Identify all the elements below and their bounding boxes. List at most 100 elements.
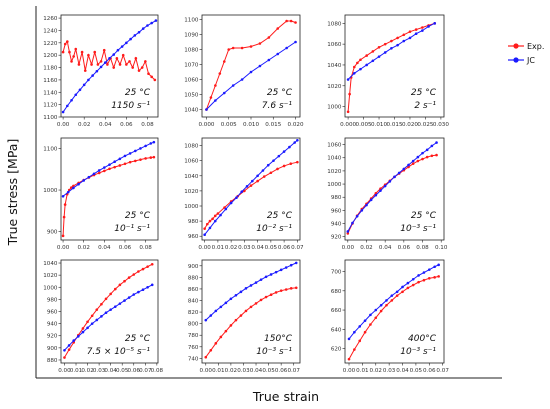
y-tick-label: 1040 (327, 156, 342, 162)
series-exp-point (128, 160, 132, 164)
series-jc-point (97, 169, 101, 172)
legend-entry-exp: Exp. (508, 42, 544, 51)
series-exp-point (416, 159, 420, 163)
subplot-1: 0.00 0.02 0.04 0.06 0.08 1100 1120 1140 1160 1180… (43, 14, 159, 128)
series-exp-point (208, 219, 212, 223)
series-jc-point (379, 189, 382, 192)
x-tick-label: 0.00 (57, 122, 70, 128)
series-exp-point (152, 155, 156, 159)
condition-strain-rate: 10⁻² s⁻¹ (256, 224, 292, 234)
y-tick-label: 700 (331, 270, 342, 276)
series-jc-point (408, 36, 412, 40)
series-jc-point (90, 322, 94, 325)
series-exp-point (147, 72, 150, 76)
series-jc-point (109, 308, 112, 311)
series-jc-point (66, 190, 70, 194)
series-jc-point (229, 201, 233, 205)
series-exp-point (137, 270, 140, 273)
series-jc-point (63, 348, 66, 352)
series-jc-point (152, 140, 156, 144)
series-exp-point (149, 156, 153, 159)
y-tick-label: 960 (47, 310, 58, 316)
series-exp-point (103, 169, 106, 173)
series-exp-point (358, 339, 362, 343)
series-jc-point (406, 281, 410, 285)
y-tick-label: 1080 (184, 48, 199, 54)
series-jc-point (113, 305, 117, 308)
series-jc-point (144, 144, 147, 148)
y-tick-label: 1200 (43, 53, 58, 59)
series-exp-point (128, 60, 131, 63)
series-jc-point (397, 171, 401, 175)
series-exp-point (133, 159, 137, 163)
y-tick-label: 1160 (43, 78, 58, 84)
subplot-5: 0.00 0.01 0.02 0.03 0.04 0.05 0.06 0.07 960 980 10… (184, 137, 304, 251)
series-jc-point (414, 32, 418, 36)
condition-strain-rate: 7.6 s⁻¹ (262, 101, 293, 111)
y-tick-label: 840 (188, 299, 199, 305)
series-jc-point (390, 47, 393, 50)
series-exp-point (72, 184, 75, 188)
x-tick-label: 0.06 (120, 122, 133, 128)
y-tick-label: 980 (188, 219, 199, 225)
x-tick-label: 0.06 (275, 368, 288, 374)
x-tick-label: 0.06 (423, 368, 436, 374)
subplot-plot-area (63, 262, 154, 359)
series-exp-point (61, 234, 65, 238)
series-exp-point (66, 40, 69, 43)
series-exp-point (396, 36, 399, 40)
series-exp-point (359, 58, 362, 62)
series-jc-point (269, 273, 273, 276)
y-tick-label: 1080 (184, 144, 199, 150)
x-tick-label: 0.06 (398, 245, 411, 251)
series-jc-point (116, 48, 120, 52)
series-jc-point (351, 221, 354, 225)
series-jc-point (274, 270, 278, 274)
series-exp-point (95, 308, 99, 311)
x-tick-label: 0.05 (410, 368, 423, 374)
x-tick-label: 0.01 (356, 368, 369, 374)
series-jc-point (61, 194, 65, 198)
x-tick-label: 0.00 (57, 245, 70, 251)
series-exp-point (279, 289, 283, 292)
series-jc-point (99, 65, 103, 69)
legend: Exp. JC (508, 42, 544, 65)
x-tick-label: 0.08 (141, 122, 154, 128)
series-jc-point (365, 203, 368, 207)
series-exp-point (430, 154, 434, 158)
series-exp-point (213, 214, 217, 218)
series-exp-point (371, 50, 375, 53)
series-jc-point (425, 148, 429, 152)
series-jc-point (407, 163, 410, 167)
series-jc-point (127, 296, 131, 299)
series-jc-point (377, 55, 381, 58)
series-exp-point (383, 42, 387, 46)
condition-temperature: 25 °C (125, 88, 151, 98)
series-jc-point (365, 63, 368, 67)
x-tick-label: 0.030 (433, 122, 449, 128)
series-jc-point (277, 154, 281, 158)
series-jc-point (358, 325, 362, 328)
series-jc-point (120, 45, 124, 48)
series-jc-point (374, 308, 378, 312)
y-tick-label: 1220 (43, 41, 58, 47)
y-tick-label: 1100 (43, 146, 58, 152)
series-jc-point (139, 147, 142, 150)
series-exp-point (348, 92, 351, 96)
series-jc-point (294, 40, 297, 44)
series-jc-point (224, 207, 228, 211)
y-tick-label: 640 (331, 327, 342, 333)
y-tick-label: 940 (331, 222, 342, 228)
series-exp-point (118, 164, 122, 167)
series-exp-point (224, 329, 228, 333)
series-jc-point (411, 159, 415, 163)
series-exp-point (131, 66, 134, 69)
y-tick-label: 1060 (184, 78, 199, 84)
series-jc-point (433, 22, 437, 25)
series-exp-point (417, 280, 420, 284)
series-jc-point (149, 142, 153, 145)
series-exp-point (262, 175, 266, 178)
condition-temperature: 25 °C (267, 88, 293, 98)
x-tick-label: 0.08 (139, 245, 152, 251)
series-jc-point (66, 104, 69, 108)
